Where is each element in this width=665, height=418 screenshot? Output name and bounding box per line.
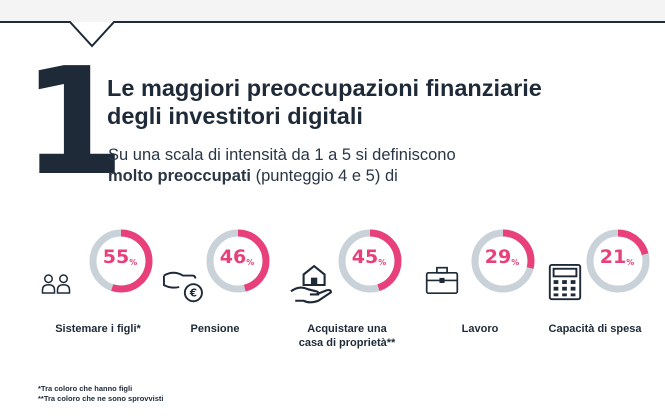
data-label: 45% (337, 246, 401, 268)
donut-item: 45% Acquistare una casa di proprietà** (287, 218, 407, 368)
page-title: Le maggiori preoccupazioni finanziarie d… (107, 74, 647, 130)
donut-item: 29% Lavoro (420, 218, 540, 368)
people-icon (36, 272, 76, 302)
subtitle-rest: (punteggio 4 e 5) di (251, 167, 398, 185)
category-label: Capacità di spesa (525, 322, 665, 336)
footnotes: *Tra coloro che hanno figli **Tra coloro… (38, 384, 163, 404)
donut-item: 55% Sistemare i figli* (38, 218, 158, 368)
calculator-icon (545, 264, 585, 302)
data-label: 21% (585, 246, 649, 268)
data-label: 29% (470, 246, 534, 268)
donut-chart: 55% Sistemare i figli* €46% Pensione 45% Acqu… (0, 218, 665, 368)
category-label: Acquistare una casa di proprietà** (277, 322, 417, 350)
top-band (0, 0, 665, 22)
subtitle-line-2: molto preoccupati (punteggio 4 e 5) di (108, 166, 628, 187)
subtitle-bold: molto preoccupati (108, 167, 251, 185)
subtitle: Su una scala di intensità da 1 a 5 si de… (108, 145, 628, 187)
title-line-1: Le maggiori preoccupazioni finanziarie (107, 74, 647, 102)
data-label: 55% (88, 246, 152, 268)
subtitle-line-1: Su una scala di intensità da 1 a 5 si de… (108, 145, 628, 166)
hand-house-icon (289, 264, 335, 306)
footnote-2: **Tra coloro che ne sono sprovvisti (38, 394, 163, 404)
donut-item: €46% Pensione (155, 218, 275, 368)
svg-text:€: € (189, 288, 197, 300)
title-line-2: degli investitori digitali (107, 102, 647, 130)
donut-item: 21% Capacità di spesa (535, 218, 655, 368)
briefcase-icon (422, 266, 462, 300)
data-label: 46% (205, 246, 269, 268)
hand-coin-icon: € (160, 268, 204, 306)
footnote-1: *Tra coloro che hanno figli (38, 384, 163, 394)
category-label: Pensione (145, 322, 285, 336)
